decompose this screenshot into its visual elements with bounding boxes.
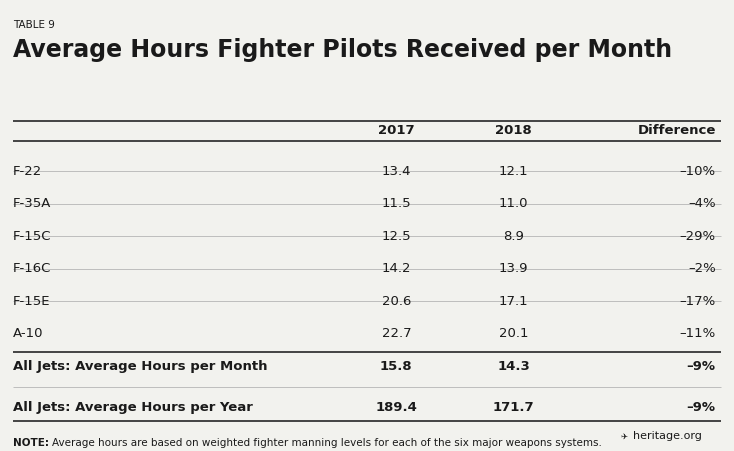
Text: 12.1: 12.1 xyxy=(499,165,528,178)
Text: –9%: –9% xyxy=(686,360,716,373)
Text: Average hours are based on weighted fighter manning levels for each of the six m: Average hours are based on weighted figh… xyxy=(52,438,602,448)
Text: 22.7: 22.7 xyxy=(382,327,411,340)
Text: 15.8: 15.8 xyxy=(380,360,413,373)
Text: –2%: –2% xyxy=(688,262,716,275)
Text: –4%: –4% xyxy=(688,198,716,210)
Text: Difference: Difference xyxy=(637,124,716,137)
Text: 17.1: 17.1 xyxy=(499,295,528,308)
Text: ✈: ✈ xyxy=(620,432,628,441)
Text: 2018: 2018 xyxy=(495,124,532,137)
Text: 13.9: 13.9 xyxy=(499,262,528,275)
Text: F-16C: F-16C xyxy=(13,262,51,275)
Text: F-15E: F-15E xyxy=(13,295,51,308)
Text: 189.4: 189.4 xyxy=(375,401,418,414)
Text: –29%: –29% xyxy=(680,230,716,243)
Text: –17%: –17% xyxy=(680,295,716,308)
Text: –9%: –9% xyxy=(686,401,716,414)
Text: –11%: –11% xyxy=(680,327,716,340)
Text: 13.4: 13.4 xyxy=(382,165,411,178)
Text: F-22: F-22 xyxy=(13,165,43,178)
Text: F-35A: F-35A xyxy=(13,198,51,210)
Text: All Jets: Average Hours per Month: All Jets: Average Hours per Month xyxy=(13,360,268,373)
Text: 8.9: 8.9 xyxy=(504,230,524,243)
Text: F-15C: F-15C xyxy=(13,230,51,243)
Text: TABLE 9: TABLE 9 xyxy=(13,20,55,30)
Text: 2017: 2017 xyxy=(378,124,415,137)
Text: A-10: A-10 xyxy=(13,327,44,340)
Text: Average Hours Fighter Pilots Received per Month: Average Hours Fighter Pilots Received pe… xyxy=(13,38,672,62)
Text: heritage.org: heritage.org xyxy=(633,431,702,441)
Text: 14.3: 14.3 xyxy=(498,360,530,373)
Text: 12.5: 12.5 xyxy=(382,230,411,243)
Text: 11.5: 11.5 xyxy=(382,198,411,210)
Text: 20.6: 20.6 xyxy=(382,295,411,308)
Text: NOTE:: NOTE: xyxy=(13,438,49,448)
Text: All Jets: Average Hours per Year: All Jets: Average Hours per Year xyxy=(13,401,253,414)
Text: 20.1: 20.1 xyxy=(499,327,528,340)
Text: 11.0: 11.0 xyxy=(499,198,528,210)
Text: 14.2: 14.2 xyxy=(382,262,411,275)
Text: –10%: –10% xyxy=(680,165,716,178)
Text: 171.7: 171.7 xyxy=(493,401,534,414)
